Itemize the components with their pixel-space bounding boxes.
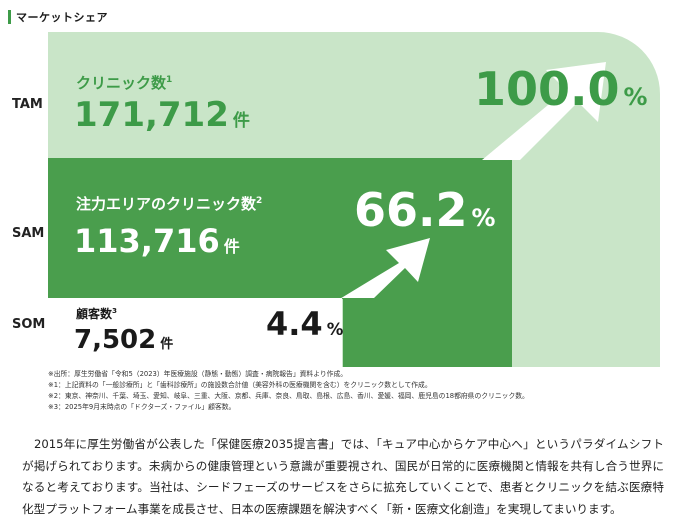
sam-column-extension [343,298,512,367]
som-value: 7,502 件 [74,325,174,355]
som-percent: 4.4% [266,305,344,343]
sam-block [48,158,512,299]
section-header: マーケットシェア [8,9,108,25]
section-title: マーケットシェア [16,11,108,24]
sam-label: 注力エリアのクリニック数2 [76,195,263,213]
row-label-tam: TAM [12,97,43,112]
footnotes: ※出所：厚生労働省「令和5（2023）年医療施設（静態・動態）調査・病院報告」資… [48,369,529,413]
footnote-3: ※3：2025年9月末時点の「ドクターズ・ファイル」顧客数。 [48,403,236,411]
arrow-lower [338,238,430,300]
row-label-som: SOM [12,317,46,332]
row-label-sam: SAM [12,226,45,241]
tam-value: 171,712 件 [74,95,250,135]
footnote-source: ※出所：厚生労働省「令和5（2023）年医療施設（静態・動態）調査・病院報告」資… [48,370,348,378]
sam-value: 113,716 件 [74,222,240,260]
tam-label: クリニック数1 [76,74,173,92]
footnote-2: ※2：東京、神奈川、千葉、埼玉、愛知、岐阜、三重、大阪、京都、兵庫、奈良、鳥取、… [48,392,529,400]
som-block [48,298,342,367]
som-label: 顧客数3 [76,306,118,321]
sam-percent: 66.2% [354,183,496,237]
header-accent-bar [8,10,11,24]
body-paragraph: 2015年に厚生労働省が公表した「保健医療2035提言書」では、「キュア中心から… [22,437,664,516]
footnote-1: ※1：上記資料の「一般診療所」と「歯科診療所」の施設数合計値（美容外科の医療機関… [48,381,432,389]
arrow-upper [482,62,606,160]
tam-percent: 100.0% [474,62,648,116]
